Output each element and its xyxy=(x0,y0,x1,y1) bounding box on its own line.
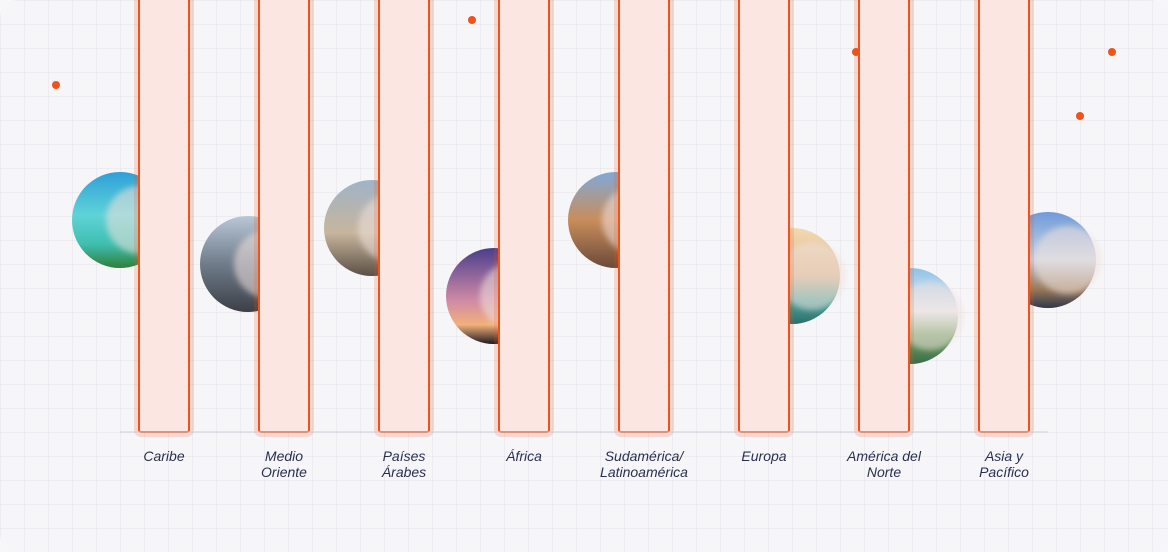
bar xyxy=(138,0,190,433)
category-label: Países Árabes xyxy=(381,448,426,480)
category-label: Asia y Pacífico xyxy=(979,448,1029,480)
bar xyxy=(498,0,550,433)
category-label: Caribe xyxy=(143,448,184,464)
bar xyxy=(618,0,670,433)
category-label: América del Norte xyxy=(846,448,922,480)
category-label: Medio Oriente xyxy=(261,448,307,480)
accent-dot xyxy=(468,16,476,24)
category-label: África xyxy=(505,448,542,464)
accent-dot xyxy=(1108,48,1116,56)
category-label: Europa xyxy=(741,448,786,464)
accent-dot xyxy=(1076,112,1084,120)
bar xyxy=(858,0,910,433)
bar xyxy=(978,0,1030,433)
bar xyxy=(378,0,430,433)
accent-dot xyxy=(52,81,60,89)
category-label: Sudamérica/Latinoamérica xyxy=(600,448,688,480)
bar xyxy=(738,0,790,433)
bar xyxy=(258,0,310,433)
